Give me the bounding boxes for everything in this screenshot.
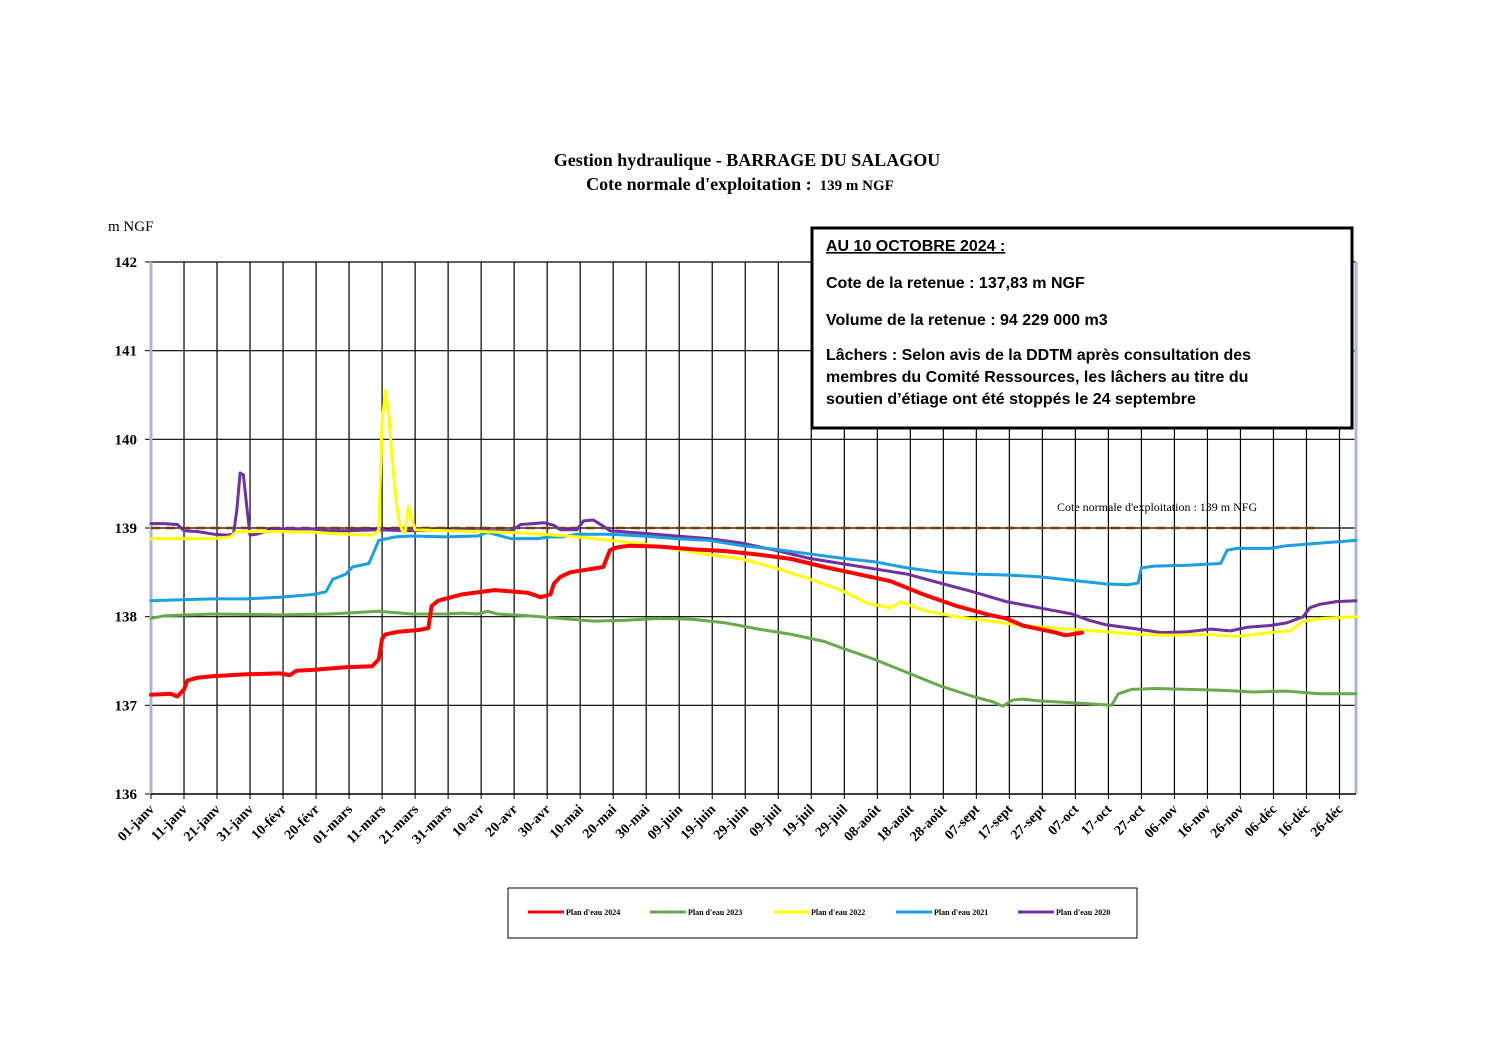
info-heading: AU 10 OCTOBRE 2024 : <box>826 238 1005 255</box>
x-tick-label: 19-juin <box>678 802 719 843</box>
y-tick-labels: 136 137 138 139 140 141 142 <box>115 255 138 803</box>
y-tick-label: 139 <box>115 521 138 537</box>
info-cote: Cote de la retenue : 137,83 m NGF <box>826 275 1085 292</box>
x-tick-label: 09-juin <box>645 802 686 843</box>
x-tick-label: 19-juil <box>780 802 818 840</box>
x-tick-label: 01-janv <box>115 802 158 845</box>
y-tick-label: 141 <box>115 344 138 360</box>
series-line-2023 <box>149 609 1358 708</box>
x-tick-label: 29-juin <box>711 802 752 843</box>
chart-title: Gestion hydraulique - BARRAGE DU SALAGOU <box>554 150 941 170</box>
x-tick-label: 06-déc <box>1242 802 1280 840</box>
info-box-frame <box>810 226 1354 430</box>
legend-label-2022: Plan d'eau 2022 <box>811 908 865 917</box>
y-tick-label: 136 <box>115 787 138 803</box>
x-tick-label: 31-janv <box>214 802 257 845</box>
chart-subtitle-value: 139 m NGF <box>820 178 894 194</box>
x-tick-label: 06-nov <box>1142 802 1181 841</box>
y-tick-label: 138 <box>115 610 138 626</box>
x-tick-label: 20-avr <box>483 802 521 840</box>
x-tick-label: 10-mai <box>547 802 587 842</box>
x-tick-labels: 01-janv11-janv21-janv31-janv10-févr20-fé… <box>115 802 1346 848</box>
y-tick-label: 140 <box>115 432 138 448</box>
x-tick-label: 30-avr <box>516 802 554 840</box>
x-tick-label: 30-mai <box>613 802 653 842</box>
x-tick-label: 07-sept <box>942 802 983 843</box>
x-tick-label: 10-févr <box>249 802 290 843</box>
legend: Plan d'eau 2024 Plan d'eau 2023 Plan d'eau… <box>507 887 1138 939</box>
info-box: AU 10 OCTOBRE 2024 : Cote de la retenue … <box>810 226 1354 430</box>
chart-subtitle: Cote normale d'exploitation : 139 m NGF <box>586 174 894 194</box>
info-lachers-1: Lâchers : Selon avis de la DDTM après co… <box>826 347 1251 364</box>
legend-label-2021: Plan d'eau 2021 <box>934 908 988 917</box>
series-line-2021 <box>149 530 1358 603</box>
x-tick-label: 16-nov <box>1175 802 1214 841</box>
y-axis-label: m NGF <box>108 219 153 235</box>
x-tick-label: 26-nov <box>1208 802 1247 841</box>
y-tick-label: 137 <box>115 698 138 714</box>
legend-label-2020: Plan d'eau 2020 <box>1056 908 1110 917</box>
series-layer <box>149 389 1358 708</box>
series-line-2022 <box>149 389 1358 638</box>
info-lachers-3: soutien d’étiage ont été stoppés le 24 s… <box>826 391 1196 408</box>
x-tick-label: 10-avr <box>450 802 488 840</box>
chart-subtitle-main: Cote normale d'exploitation : <box>586 174 811 194</box>
legend-label-2024: Plan d'eau 2024 <box>566 908 620 917</box>
x-tick-label: 17-sept <box>975 802 1016 843</box>
x-tick-label: 27-oct <box>1112 802 1149 839</box>
legend-label-2023: Plan d'eau 2023 <box>688 908 742 917</box>
x-tick-label: 27-sept <box>1008 802 1049 843</box>
x-tick-label: 16-déc <box>1275 802 1313 840</box>
x-tick-label: 28-août <box>908 802 951 845</box>
x-tick-label: 26-déc <box>1308 802 1346 840</box>
reference-line: Cote normale d'exploitation : 139 m NFG <box>151 500 1320 530</box>
x-tick-label: 20-mai <box>580 802 620 842</box>
x-tick-label: 17-oct <box>1079 802 1116 839</box>
info-lachers-2: membres du Comité Ressources, les lâcher… <box>826 369 1248 386</box>
x-tick-label: 09-juil <box>747 802 785 840</box>
x-tick-label: 07-oct <box>1046 802 1083 839</box>
y-tick-label: 142 <box>115 255 138 271</box>
reference-label: Cote normale d'exploitation : 139 m NFG <box>1057 500 1257 514</box>
legend-items: Plan d'eau 2024 Plan d'eau 2023 Plan d'eau… <box>528 908 1110 917</box>
series-line-2020 <box>149 471 1358 635</box>
series-line-2024 <box>149 543 1084 699</box>
info-volume: Volume de la retenue : 94 229 000 m3 <box>826 312 1108 329</box>
